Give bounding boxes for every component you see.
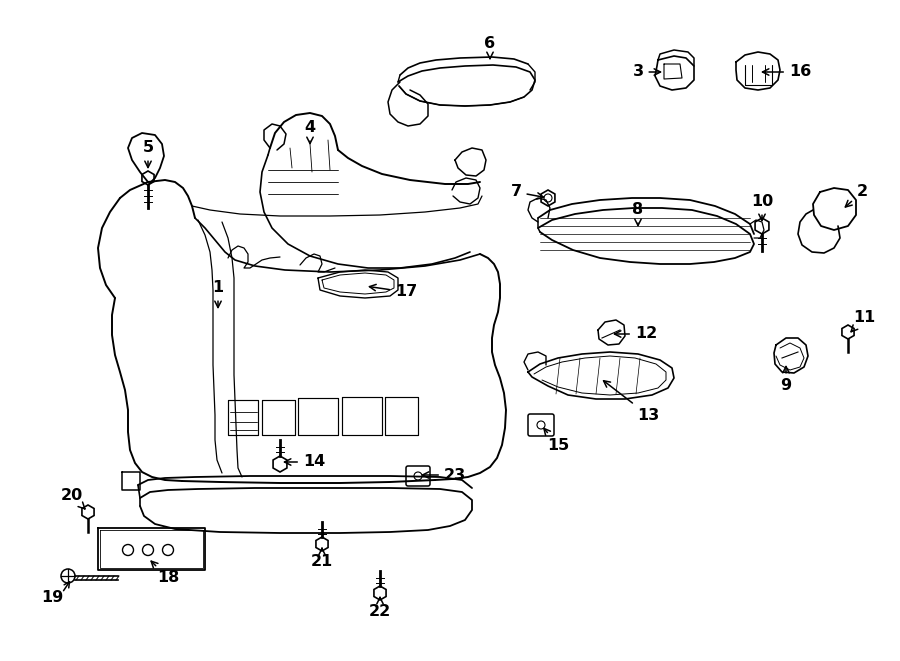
Text: 8: 8 xyxy=(633,202,643,225)
Text: 17: 17 xyxy=(369,284,417,299)
Text: 21: 21 xyxy=(310,548,333,570)
Text: 9: 9 xyxy=(780,366,792,393)
Text: 10: 10 xyxy=(751,194,773,221)
Text: 13: 13 xyxy=(604,381,659,422)
Text: 12: 12 xyxy=(615,327,657,342)
Text: 11: 11 xyxy=(851,311,875,332)
Text: 23: 23 xyxy=(422,467,466,483)
Text: 22: 22 xyxy=(369,598,392,619)
Text: 6: 6 xyxy=(484,36,496,59)
Text: 4: 4 xyxy=(304,120,316,143)
Text: 20: 20 xyxy=(61,488,85,509)
Text: 18: 18 xyxy=(151,561,179,586)
Text: 7: 7 xyxy=(510,184,544,200)
Text: 15: 15 xyxy=(544,428,569,453)
Text: 1: 1 xyxy=(212,280,223,307)
Text: 14: 14 xyxy=(284,455,325,469)
Text: 5: 5 xyxy=(142,141,154,167)
Text: 3: 3 xyxy=(633,65,661,79)
Text: 16: 16 xyxy=(762,65,811,79)
Text: 19: 19 xyxy=(40,590,63,605)
Text: 2: 2 xyxy=(845,184,868,207)
